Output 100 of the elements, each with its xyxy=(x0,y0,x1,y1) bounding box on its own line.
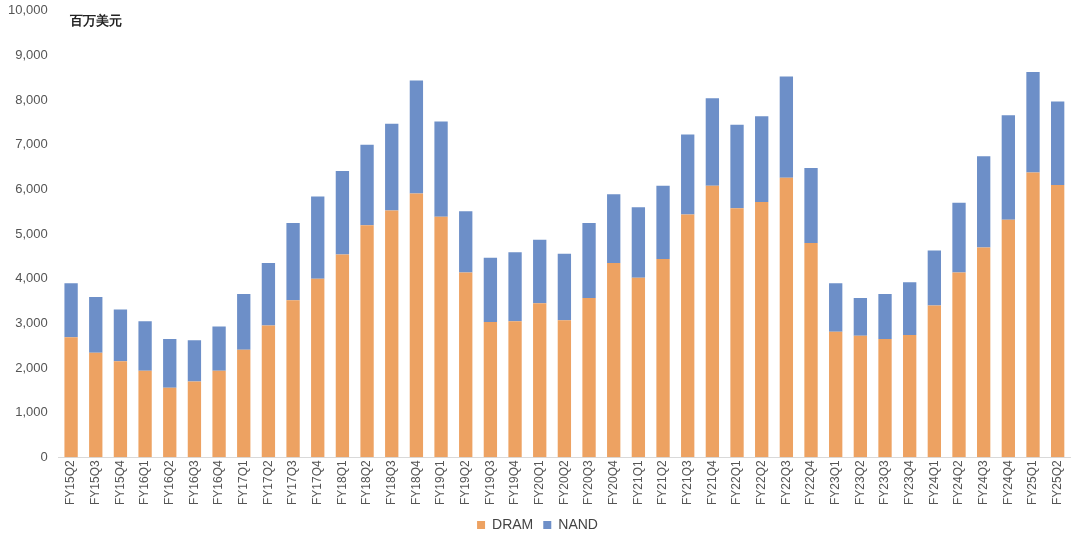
bar xyxy=(829,331,843,458)
bar xyxy=(903,282,917,335)
bar xyxy=(779,76,794,178)
x-tick-label: FY25Q1 xyxy=(1025,460,1040,506)
bar xyxy=(113,309,128,362)
bar xyxy=(311,278,325,458)
bar xyxy=(557,253,572,321)
bar xyxy=(1026,71,1040,173)
bar xyxy=(237,293,251,350)
x-tick-label: FY19Q4 xyxy=(507,460,522,506)
bar xyxy=(261,325,276,458)
bar xyxy=(459,272,473,458)
bar xyxy=(360,225,374,458)
bar xyxy=(434,121,448,217)
x-tick-label: FY21Q4 xyxy=(704,460,719,506)
bar xyxy=(977,247,991,458)
x-tick-label: FY22Q1 xyxy=(729,460,744,506)
bar xyxy=(607,194,621,264)
bar xyxy=(1001,115,1015,220)
bar xyxy=(187,381,202,458)
x-tick-label: FY15Q4 xyxy=(112,460,127,506)
x-tick-label: FY16Q1 xyxy=(137,460,152,506)
bar xyxy=(434,216,448,458)
x-tick-label: FY24Q3 xyxy=(975,460,990,506)
bar xyxy=(508,252,522,322)
x-tick-label: FY18Q1 xyxy=(334,460,349,506)
bar xyxy=(656,259,670,458)
x-tick-label: FY20Q2 xyxy=(556,460,571,506)
bar xyxy=(409,193,424,458)
bar xyxy=(878,293,892,339)
x-tick-label: FY15Q3 xyxy=(88,460,103,506)
legend-label: NAND xyxy=(558,515,598,532)
bar xyxy=(829,283,843,332)
bar xyxy=(533,239,547,304)
x-tick-label: FY22Q2 xyxy=(754,460,769,506)
bar xyxy=(631,207,646,278)
bar xyxy=(582,297,596,458)
bar xyxy=(952,202,966,273)
bar xyxy=(730,208,744,458)
x-tick-label: FY21Q3 xyxy=(680,460,695,506)
bar xyxy=(385,210,399,458)
x-tick-label: FY22Q4 xyxy=(803,460,818,506)
bar xyxy=(138,370,152,458)
bar xyxy=(681,214,695,458)
x-tick-label: FY16Q3 xyxy=(186,460,201,506)
bar xyxy=(804,242,818,458)
bar xyxy=(656,185,670,260)
y-tick-label: 2,000 xyxy=(15,359,48,375)
bar xyxy=(681,134,695,215)
bar xyxy=(927,250,942,306)
bar xyxy=(483,257,498,323)
bar xyxy=(360,144,374,226)
x-tick-label: FY18Q4 xyxy=(408,460,423,506)
bar xyxy=(335,254,350,458)
x-tick-label: FY23Q2 xyxy=(852,460,867,506)
bar xyxy=(459,211,473,273)
x-tick-label: FY24Q4 xyxy=(1000,460,1015,506)
x-tick-label: FY20Q4 xyxy=(606,460,621,506)
bar xyxy=(89,352,103,458)
bar xyxy=(261,263,276,326)
bar xyxy=(705,185,720,458)
bar xyxy=(1051,101,1065,185)
bar xyxy=(89,297,103,353)
x-tick-label: FY19Q2 xyxy=(458,460,473,506)
bar xyxy=(163,387,177,458)
bar xyxy=(1051,184,1065,458)
bar xyxy=(385,123,399,211)
x-tick-label: FY19Q3 xyxy=(482,460,497,506)
bar xyxy=(582,222,596,298)
bar xyxy=(113,361,128,458)
bar xyxy=(755,116,769,202)
y-tick-label: 4,000 xyxy=(15,270,48,286)
y-axis-title: 百万美元 xyxy=(70,12,122,30)
x-tick-label: FY16Q2 xyxy=(162,460,177,506)
bar xyxy=(64,337,78,458)
x-tick-label: FY17Q4 xyxy=(310,460,325,506)
y-tick-label: 9,000 xyxy=(15,47,48,63)
x-tick-label: FY19Q1 xyxy=(433,460,448,506)
x-tick-label: FY20Q3 xyxy=(581,460,596,506)
x-tick-label: FY15Q2 xyxy=(63,460,78,506)
x-tick-label: FY18Q2 xyxy=(359,460,374,506)
legend-label: DRAM xyxy=(492,515,534,532)
bar xyxy=(1026,172,1040,458)
bar xyxy=(853,335,868,458)
bar xyxy=(1001,219,1015,458)
x-tick-label: FY18Q3 xyxy=(384,460,399,506)
bar xyxy=(409,80,424,194)
x-tick-label: FY23Q1 xyxy=(828,460,842,506)
bar xyxy=(335,171,350,255)
bar xyxy=(311,196,325,279)
bar xyxy=(903,334,917,458)
bar xyxy=(804,167,818,243)
y-tick-label: 3,000 xyxy=(15,314,48,330)
x-tick-label: FY16Q4 xyxy=(211,460,226,506)
bar xyxy=(927,305,942,458)
y-tick-label: 5,000 xyxy=(15,225,48,241)
y-tick-label: 1,000 xyxy=(15,404,48,420)
bar xyxy=(878,338,892,458)
bar xyxy=(163,338,177,388)
bar xyxy=(64,283,78,338)
